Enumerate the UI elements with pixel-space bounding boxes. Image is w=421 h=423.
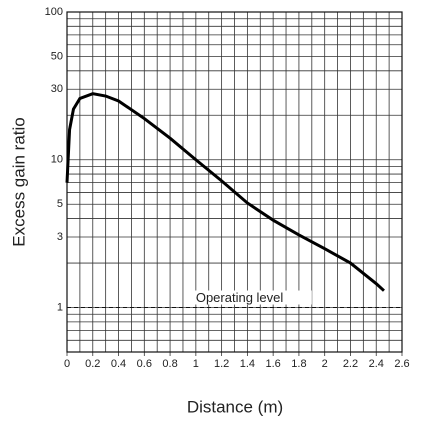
x-tick-label: 0.8 [162, 358, 177, 370]
x-tick-label: 0.2 [85, 358, 100, 370]
x-tick-label: 0 [64, 358, 70, 370]
y-tick-label: 30 [51, 83, 63, 95]
y-tick-label: 10 [51, 154, 63, 166]
y-tick-label: 5 [57, 198, 63, 210]
y-tick-label: 1 [57, 301, 63, 313]
x-tick-label: 0.4 [111, 358, 126, 370]
y-axis-title: Excess gain ratio [9, 117, 28, 246]
x-tick-label: 2.2 [343, 358, 358, 370]
x-tick-label: 0.6 [137, 358, 152, 370]
x-tick-label: 1.2 [214, 358, 229, 370]
x-tick-label: 1.6 [266, 358, 281, 370]
x-tick-label: 2.4 [369, 358, 384, 370]
label-bg [193, 290, 312, 305]
curve [65, 92, 385, 292]
reference-label: Operating level [196, 290, 284, 305]
y-tick-label: 100 [45, 6, 63, 18]
x-tick-label: 1.8 [291, 358, 306, 370]
x-axis-title: Distance (m) [187, 397, 283, 416]
x-tick-label: 2 [322, 358, 328, 370]
x-tick-label: 1.4 [240, 358, 255, 370]
x-tick-label: 1 [193, 358, 199, 370]
y-tick-label: 3 [57, 231, 63, 243]
y-tick-label: 50 [51, 50, 63, 62]
x-tick-label: 2.6 [394, 358, 409, 370]
